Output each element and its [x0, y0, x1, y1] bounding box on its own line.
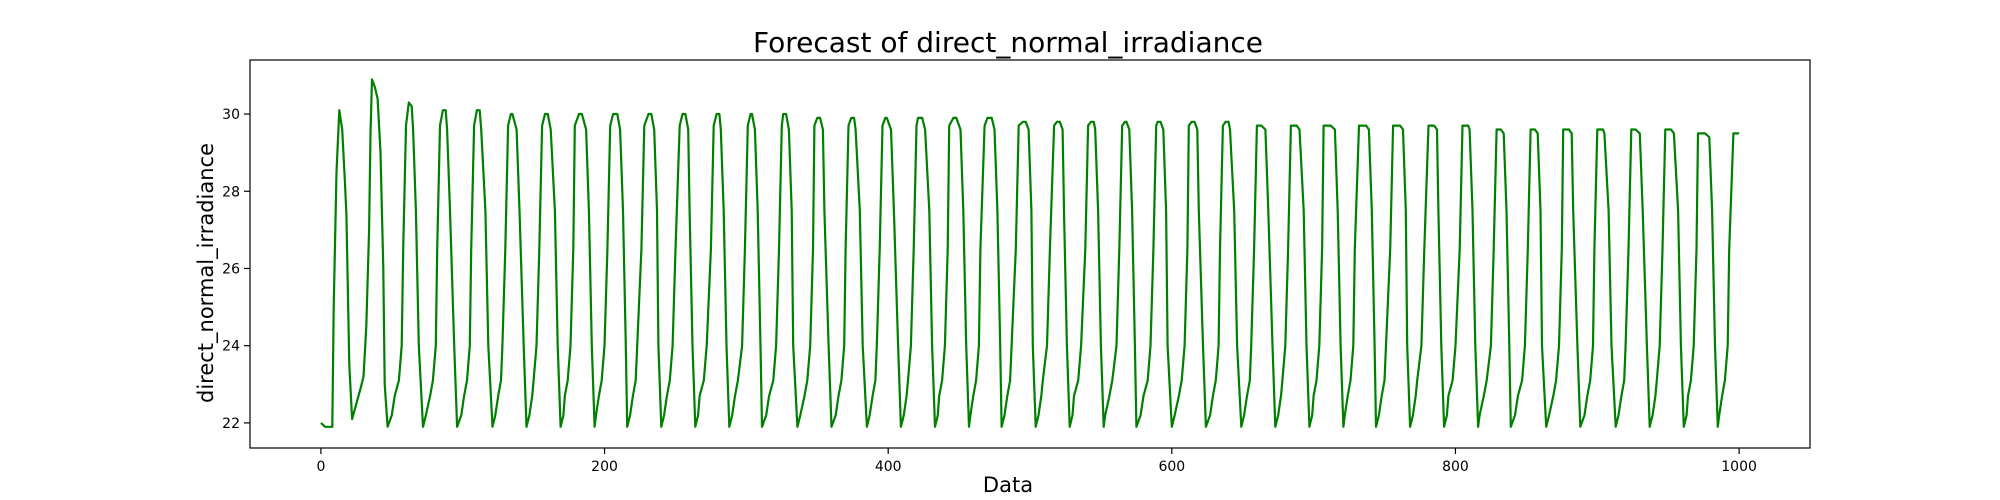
plot-area: 0 200 400 600 800 1000 22 24 26 28 30 [222, 59, 1811, 475]
y-tick-label: 30 [222, 107, 240, 123]
series-line-0 [320, 78, 1740, 428]
x-axis-label: Data [983, 473, 1033, 497]
y-tick-label: 24 [222, 339, 240, 355]
chart-title: Forecast of direct_normal_irradiance [753, 26, 1263, 59]
x-tick-label: 600 [1158, 459, 1185, 475]
x-tick-label: 0 [316, 459, 325, 475]
x-tick-label: 200 [591, 459, 618, 475]
y-tick-label: 26 [222, 261, 240, 277]
y-axis-label: direct_normal_irradiance [194, 143, 219, 403]
y-tick-label: 22 [222, 416, 240, 432]
plot-frame [249, 59, 1811, 449]
x-tick-label: 1000 [1721, 459, 1757, 475]
y-tick-label: 28 [222, 184, 240, 200]
x-tick-label: 800 [1442, 459, 1469, 475]
x-tick-label: 400 [875, 459, 902, 475]
